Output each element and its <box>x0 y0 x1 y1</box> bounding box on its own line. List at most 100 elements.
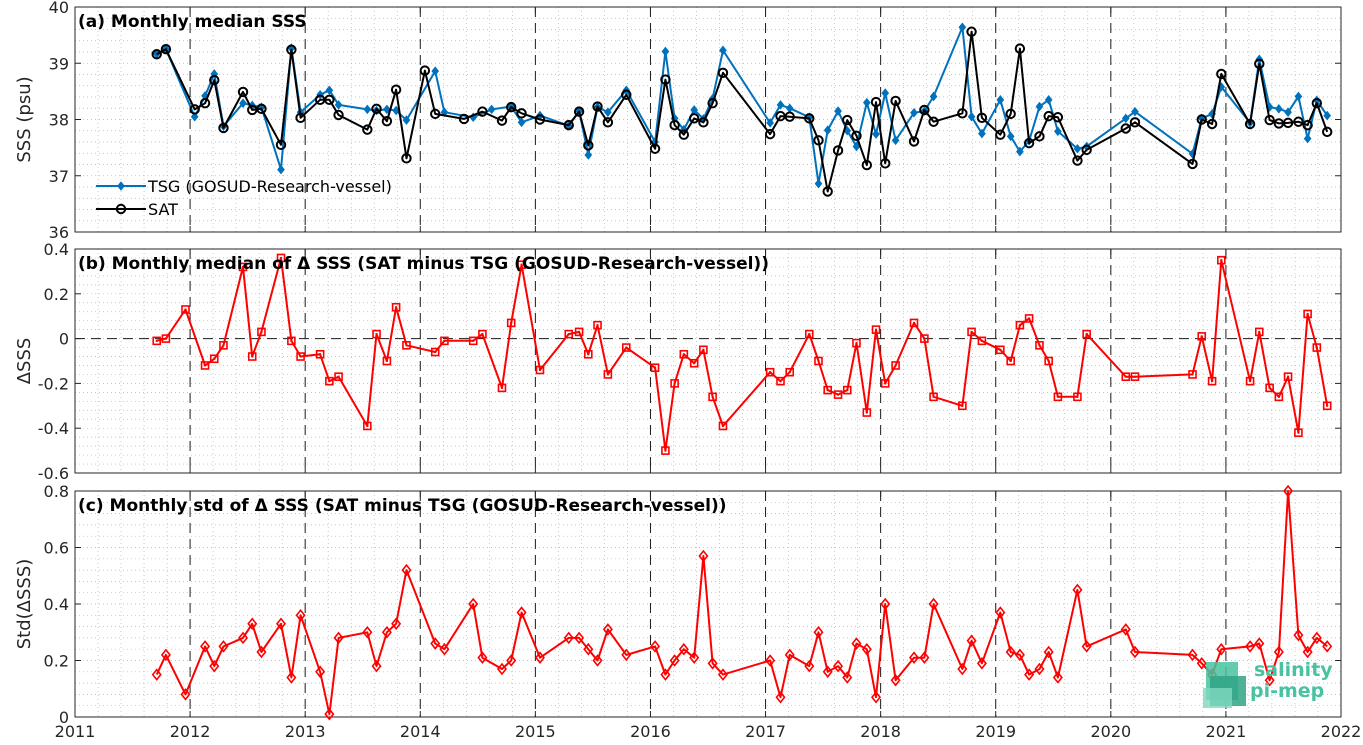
data-point <box>688 113 700 124</box>
data-point-center <box>1287 375 1290 378</box>
data-point <box>862 97 871 108</box>
data-point <box>698 549 709 563</box>
data-point-center <box>932 395 935 398</box>
data-point <box>822 186 833 197</box>
data-point <box>928 116 939 127</box>
data-point-center <box>875 328 878 331</box>
data-point-center <box>567 333 570 336</box>
data-point-center <box>395 306 398 309</box>
data-point <box>419 65 431 76</box>
data-point <box>717 668 728 681</box>
data-point <box>574 327 584 337</box>
data-point <box>1034 662 1045 676</box>
data-point <box>871 690 882 704</box>
data-point <box>719 45 727 56</box>
data-point-center <box>251 355 254 358</box>
y-tick-label: -0.2 <box>38 374 69 393</box>
data-point-center <box>721 424 724 427</box>
series-sat <box>151 26 1333 197</box>
data-point <box>1311 631 1322 645</box>
data-point <box>238 262 248 272</box>
data-point-center <box>596 324 599 327</box>
data-point <box>891 361 900 370</box>
data-point <box>776 376 785 386</box>
data-point <box>1024 668 1035 681</box>
data-point <box>324 707 335 721</box>
data-point <box>1322 640 1333 653</box>
data-point <box>1312 343 1322 352</box>
data-point <box>976 112 988 124</box>
data-point <box>505 101 517 113</box>
data-point <box>1005 108 1016 120</box>
data-point-center <box>961 404 964 407</box>
data-point <box>1121 113 1130 124</box>
data-point <box>976 657 987 670</box>
data-point <box>391 617 402 631</box>
legend-label: SAT <box>148 200 178 219</box>
data-point-center <box>1085 333 1088 336</box>
data-point <box>190 111 199 122</box>
data-point <box>776 100 785 110</box>
data-point-center <box>682 353 685 356</box>
series-main <box>151 484 1333 721</box>
data-point-center <box>1018 324 1021 327</box>
data-point <box>891 135 900 146</box>
data-point <box>564 329 574 339</box>
data-point <box>660 74 671 85</box>
data-point-center <box>242 265 245 268</box>
data-point <box>1052 671 1063 684</box>
data-point <box>382 356 392 366</box>
data-point <box>325 85 334 96</box>
data-point <box>603 370 613 379</box>
data-point-center <box>711 395 714 398</box>
panel-title: (b) Monthly median of Δ SSS (SAT minus T… <box>78 254 769 274</box>
data-point <box>477 106 488 117</box>
data-point <box>496 115 508 126</box>
data-point <box>764 128 776 140</box>
data-point <box>1043 645 1054 659</box>
x-tick-label: 2015 <box>515 722 556 741</box>
data-point <box>534 114 546 125</box>
data-point-center <box>443 339 446 342</box>
data-point <box>842 385 852 395</box>
data-point <box>957 108 968 119</box>
data-point <box>861 642 872 656</box>
data-point-center <box>970 330 973 333</box>
data-point <box>698 117 709 128</box>
legend-marker <box>115 203 127 215</box>
data-point <box>517 117 526 128</box>
data-point <box>851 130 862 142</box>
data-point <box>1120 623 1131 636</box>
data-point <box>1035 341 1044 350</box>
data-point-center <box>184 308 187 311</box>
data-point <box>334 372 343 381</box>
data-point <box>1283 372 1293 381</box>
data-point <box>872 129 880 139</box>
data-point <box>814 356 823 366</box>
data-point <box>584 349 593 359</box>
data-point <box>200 640 211 653</box>
data-point <box>669 654 680 667</box>
data-point <box>218 122 229 134</box>
data-point <box>602 117 614 128</box>
data-point <box>1323 110 1332 121</box>
data-point-center <box>434 351 437 354</box>
data-point <box>784 111 795 122</box>
data-point <box>256 103 267 115</box>
data-point <box>563 119 574 131</box>
data-point <box>458 113 470 125</box>
data-point <box>833 390 843 399</box>
data-point <box>439 642 450 656</box>
data-point <box>199 97 211 109</box>
data-point <box>621 89 632 100</box>
data-point-center <box>299 355 302 358</box>
y-tick-label: -0.6 <box>38 464 69 483</box>
data-point <box>823 125 832 135</box>
data-point <box>1254 58 1265 70</box>
data-point <box>966 26 977 37</box>
data-point <box>1073 143 1082 154</box>
x-tick-label: 2011 <box>55 722 96 741</box>
data-point-center <box>280 256 283 259</box>
data-point <box>1130 372 1140 381</box>
data-point <box>189 104 200 115</box>
